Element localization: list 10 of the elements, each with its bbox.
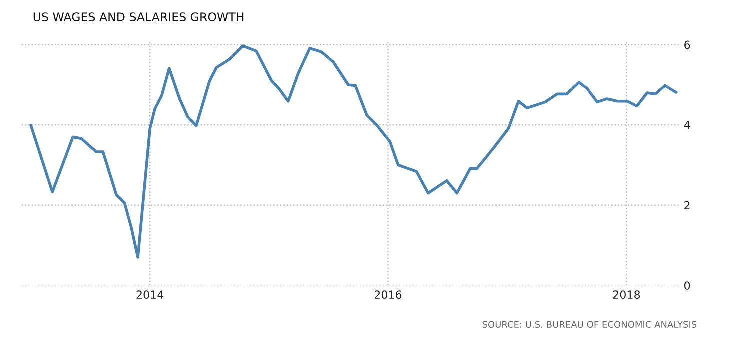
y-tick-label: 6 <box>684 40 690 50</box>
x-tick-label: 2016 <box>374 290 402 300</box>
y-tick-label: 0 <box>684 282 690 290</box>
source-note: SOURCE: U.S. BUREAU OF ECONOMIC ANALYSIS <box>482 321 697 328</box>
y-tick-label: 2 <box>684 201 690 210</box>
chart-title: US WAGES AND SALARIES GROWTH <box>34 12 244 22</box>
line-series <box>30 44 678 259</box>
x-tick-label: 2014 <box>136 290 164 300</box>
x-tick-label: 2018 <box>613 290 640 300</box>
y-tick-label: 4 <box>684 121 690 130</box>
